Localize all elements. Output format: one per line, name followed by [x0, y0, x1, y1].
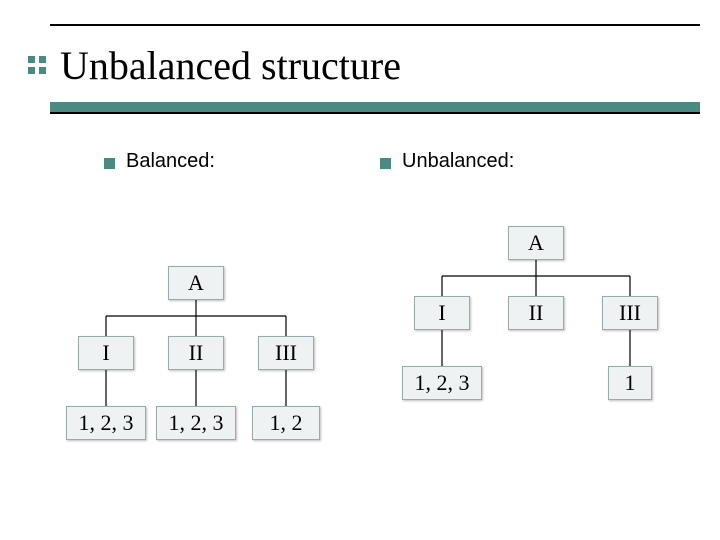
bullet-balanced	[104, 158, 115, 169]
label-unbalanced: Unbalanced:	[402, 150, 514, 173]
balanced-l1-2: III	[258, 336, 314, 370]
balanced-l2-2: 1, 2	[252, 406, 320, 440]
rule-top	[50, 24, 700, 26]
unbalanced-root: A	[508, 226, 564, 260]
balanced-l1-0: I	[78, 336, 134, 370]
balanced-l1-1: II	[168, 336, 224, 370]
title-bullet	[28, 56, 46, 74]
balanced-l2-1: 1, 2, 3	[156, 406, 236, 440]
bullet-unbalanced	[380, 158, 391, 169]
slide-title: Unbalanced structure	[60, 42, 401, 89]
unbalanced-l1-2: III	[602, 296, 658, 330]
rule-accent	[50, 102, 700, 112]
balanced-root: A	[168, 266, 224, 300]
unbalanced-l1-0: I	[414, 296, 470, 330]
label-balanced: Balanced:	[126, 150, 215, 173]
unbalanced-l2-1: 1	[608, 366, 652, 400]
balanced-l2-0: 1, 2, 3	[66, 406, 146, 440]
unbalanced-l2-0: 1, 2, 3	[402, 366, 482, 400]
unbalanced-l1-1: II	[508, 296, 564, 330]
